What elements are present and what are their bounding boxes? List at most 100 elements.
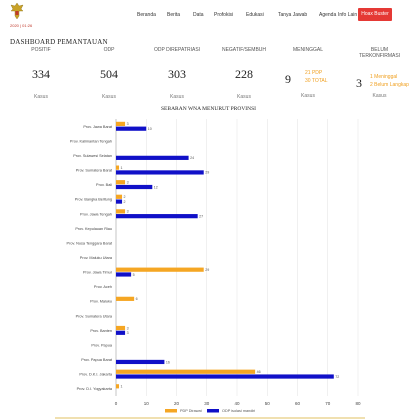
bar-value-label: 1: [121, 166, 123, 170]
stat-label: MENINGGAL: [292, 47, 323, 53]
category-label: Prov. Jawa Timur: [83, 271, 113, 275]
stat-belum-langkap: 2 Belum Langkap: [370, 82, 409, 88]
bar-value-label: 3: [127, 122, 129, 126]
nav-data[interactable]: Data: [193, 12, 204, 18]
footer-divider: [55, 417, 365, 419]
bar-pdp: [116, 194, 123, 199]
category-label: Prov. Maluku: [90, 300, 112, 304]
category-label: Prov. Papua: [91, 343, 113, 347]
stat-value: 504: [100, 67, 118, 81]
stat-belum-value: 3: [356, 76, 362, 90]
stat-value: 334: [32, 67, 50, 81]
stat-belum-meninggal: 1 Meninggal: [370, 74, 398, 80]
bar-pdp: [116, 369, 256, 374]
category-label: Prov. Maluku Utara: [80, 256, 113, 260]
stat-unit: Kasus: [237, 94, 251, 100]
bar-odp: [116, 374, 334, 379]
category-label: Prov. Banten: [90, 329, 112, 333]
bar-value-label: 2: [124, 200, 126, 204]
legend-swatch-odp: [207, 409, 219, 413]
bar-value-label: 16: [166, 360, 170, 364]
garuda-logo-icon[interactable]: [10, 2, 24, 20]
category-label: Prov. Aceh: [94, 285, 112, 289]
stat-meninggal-value: 9: [285, 72, 291, 86]
bar-odp: [116, 126, 147, 131]
bar-pdp: [116, 180, 126, 185]
x-tick-label: 70: [325, 401, 331, 406]
x-tick-label: 60: [295, 401, 301, 406]
category-label: Prov. Papua Barat: [81, 358, 113, 362]
x-tick-label: 40: [234, 401, 240, 406]
category-label: Prov. Jawa Tengah: [80, 212, 112, 216]
bar-value-label: 2: [124, 195, 126, 199]
stat-odp-direpatriasi: ODP DIREPATRIASI 303 Kasus: [146, 47, 208, 100]
bar-value-label: 29: [205, 268, 209, 272]
nav-info-lain[interactable]: Info Lain: [338, 12, 358, 18]
category-label: Prov. Bangka Belitung: [75, 198, 112, 202]
stat-label: BELUM: [370, 47, 389, 53]
category-label: Prov. D.I. Yogyakarta: [77, 387, 113, 391]
stat-belum-terkonfirmasi: BELUM TERKONFIRMASI Kasus: [352, 47, 407, 99]
bar-pdp: [116, 121, 126, 126]
stat-unit: Kasus: [301, 93, 315, 99]
nav-berita[interactable]: Berita: [167, 12, 181, 18]
stat-unit: Kasus: [102, 94, 116, 100]
bar-odp: [116, 199, 123, 204]
nav-profokisi[interactable]: Profokisi: [214, 12, 234, 18]
stat-label: ODP: [103, 47, 115, 53]
bar-odp: [116, 155, 189, 160]
stat-label: ODP DIREPATRIASI: [153, 47, 201, 53]
bar-value-label: 6: [136, 297, 138, 301]
category-label: Prov. Kepulauan Riau: [75, 227, 112, 231]
category-label: Prov. D.K.I. Jakarta: [79, 373, 113, 377]
x-tick-label: 10: [144, 401, 150, 406]
x-tick-label: 80: [355, 401, 361, 406]
bar-value-label: 24: [190, 156, 194, 160]
stat-value: 228: [235, 67, 253, 81]
stat-positif: POSITIF 334 Kasus: [20, 47, 62, 100]
bar-pdp: [116, 165, 120, 170]
nav-tanya-jawab[interactable]: Tanya Jawab: [278, 12, 308, 18]
stat-label: POSITIF: [31, 47, 51, 53]
bar-pdp: [116, 384, 120, 389]
stat-meninggal-total: 30 TOTAL: [305, 78, 328, 84]
x-tick-label: 20: [174, 401, 180, 406]
stat-odp: ODP 504 Kasus: [88, 47, 130, 100]
x-tick-label: 30: [204, 401, 210, 406]
stat-value: 303: [168, 67, 186, 81]
bar-value-label: 10: [148, 127, 152, 131]
category-label: Prov. Jawa Barat: [83, 125, 113, 129]
bar-value-label: 5: [133, 273, 135, 277]
bar-value-label: 3: [127, 210, 129, 214]
bar-value-label: 3: [127, 326, 129, 330]
bar-value-label: 29: [205, 171, 209, 175]
nav-agenda[interactable]: Agenda: [319, 12, 337, 18]
nav-beranda[interactable]: Beranda: [137, 12, 156, 18]
stat-negatif-sembuh: NEGATIF/SEMBUH 228 Kasus: [214, 47, 274, 100]
bar-odp: [116, 184, 153, 190]
bar-odp: [116, 214, 198, 219]
stat-label: NEGATIF/SEMBUH: [221, 47, 267, 53]
bar-value-label: 3: [127, 331, 129, 335]
chart-title: SEBARAN WNA MENURUT PROVINSI: [161, 106, 256, 112]
bar-pdp: [116, 296, 135, 301]
category-label: Prov. Sumatera Barat: [76, 169, 113, 173]
stat-meninggal-pdp: 21 PDP: [305, 70, 323, 76]
header: 2020 | 01:26 Beranda Berita Data Profoki…: [0, 0, 417, 30]
bar-value-label: 46: [257, 370, 261, 374]
stat-unit: Kasus: [372, 93, 387, 99]
hoax-buster-button[interactable]: Hoax Buster: [358, 8, 392, 21]
stat-label: TERKONFIRMASI: [358, 53, 401, 59]
bar-pdp: [116, 325, 126, 331]
nav-edukasi[interactable]: Edukasi: [246, 12, 264, 18]
x-tick-label: 50: [265, 401, 271, 406]
bar-odp: [116, 170, 204, 175]
category-label: Prov. Sumatera Utara: [76, 314, 113, 318]
category-label: Prov. Kalimantan Tengah: [70, 139, 112, 143]
legend-swatch-pdp: [165, 409, 177, 413]
dashboard-title: DASHBOARD PEMANTAUAN: [10, 38, 108, 46]
header-date: 2020 | 01:26: [10, 23, 33, 28]
bar-pdp: [116, 209, 126, 214]
stat-meninggal: MENINGGAL Kasus: [283, 47, 333, 99]
bar-value-label: 3: [127, 181, 129, 185]
